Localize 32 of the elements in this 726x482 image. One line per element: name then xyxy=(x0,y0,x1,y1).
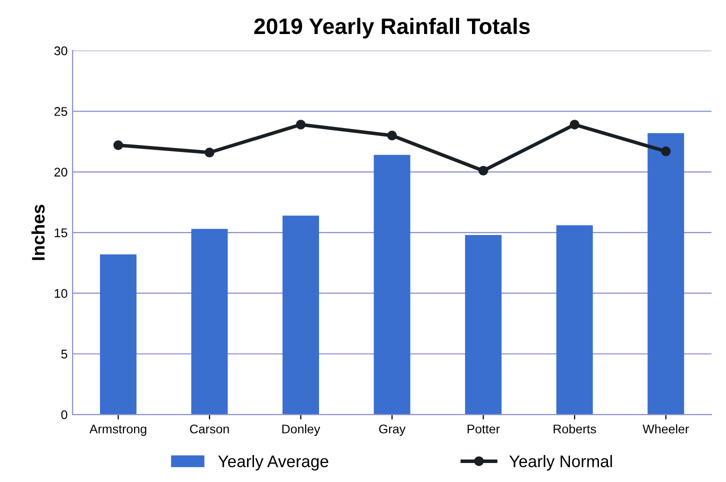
bar xyxy=(465,234,502,415)
y-tick-label: 5 xyxy=(61,350,68,359)
x-tick-label: Donley xyxy=(282,424,320,436)
point xyxy=(113,140,124,150)
x-tick-label: Wheeler xyxy=(642,424,689,434)
x-tick-label: Roberts xyxy=(554,424,596,434)
point xyxy=(660,146,671,156)
bar xyxy=(191,228,228,415)
y-tick-label: 0 xyxy=(61,410,68,420)
y-axis-title: Inches xyxy=(31,204,45,260)
bar xyxy=(648,133,684,415)
x-tick-label: Armstrong xyxy=(89,424,146,436)
y-tick-label: 25 xyxy=(54,107,68,116)
point xyxy=(296,120,306,130)
chart-title: 2019 Yearly Rainfall Totals xyxy=(254,18,530,39)
bar xyxy=(100,254,136,415)
point xyxy=(478,166,488,176)
legend-label: Yearly Normal xyxy=(509,454,612,471)
bar xyxy=(374,154,410,415)
x-tick-label: Gray xyxy=(379,424,406,436)
point xyxy=(570,120,580,130)
x-tick-label: Potter xyxy=(468,424,500,434)
point xyxy=(387,130,397,140)
y-tick-label: 20 xyxy=(54,168,68,177)
legend-label: Yearly Average xyxy=(218,454,328,471)
bar xyxy=(556,225,593,415)
point xyxy=(204,148,214,158)
bar xyxy=(282,216,320,415)
x-tick-label: Carson xyxy=(190,424,229,434)
y-tick-label: 15 xyxy=(54,228,68,238)
y-tick-label: 30 xyxy=(54,46,68,56)
y-tick-label: 10 xyxy=(54,289,68,298)
